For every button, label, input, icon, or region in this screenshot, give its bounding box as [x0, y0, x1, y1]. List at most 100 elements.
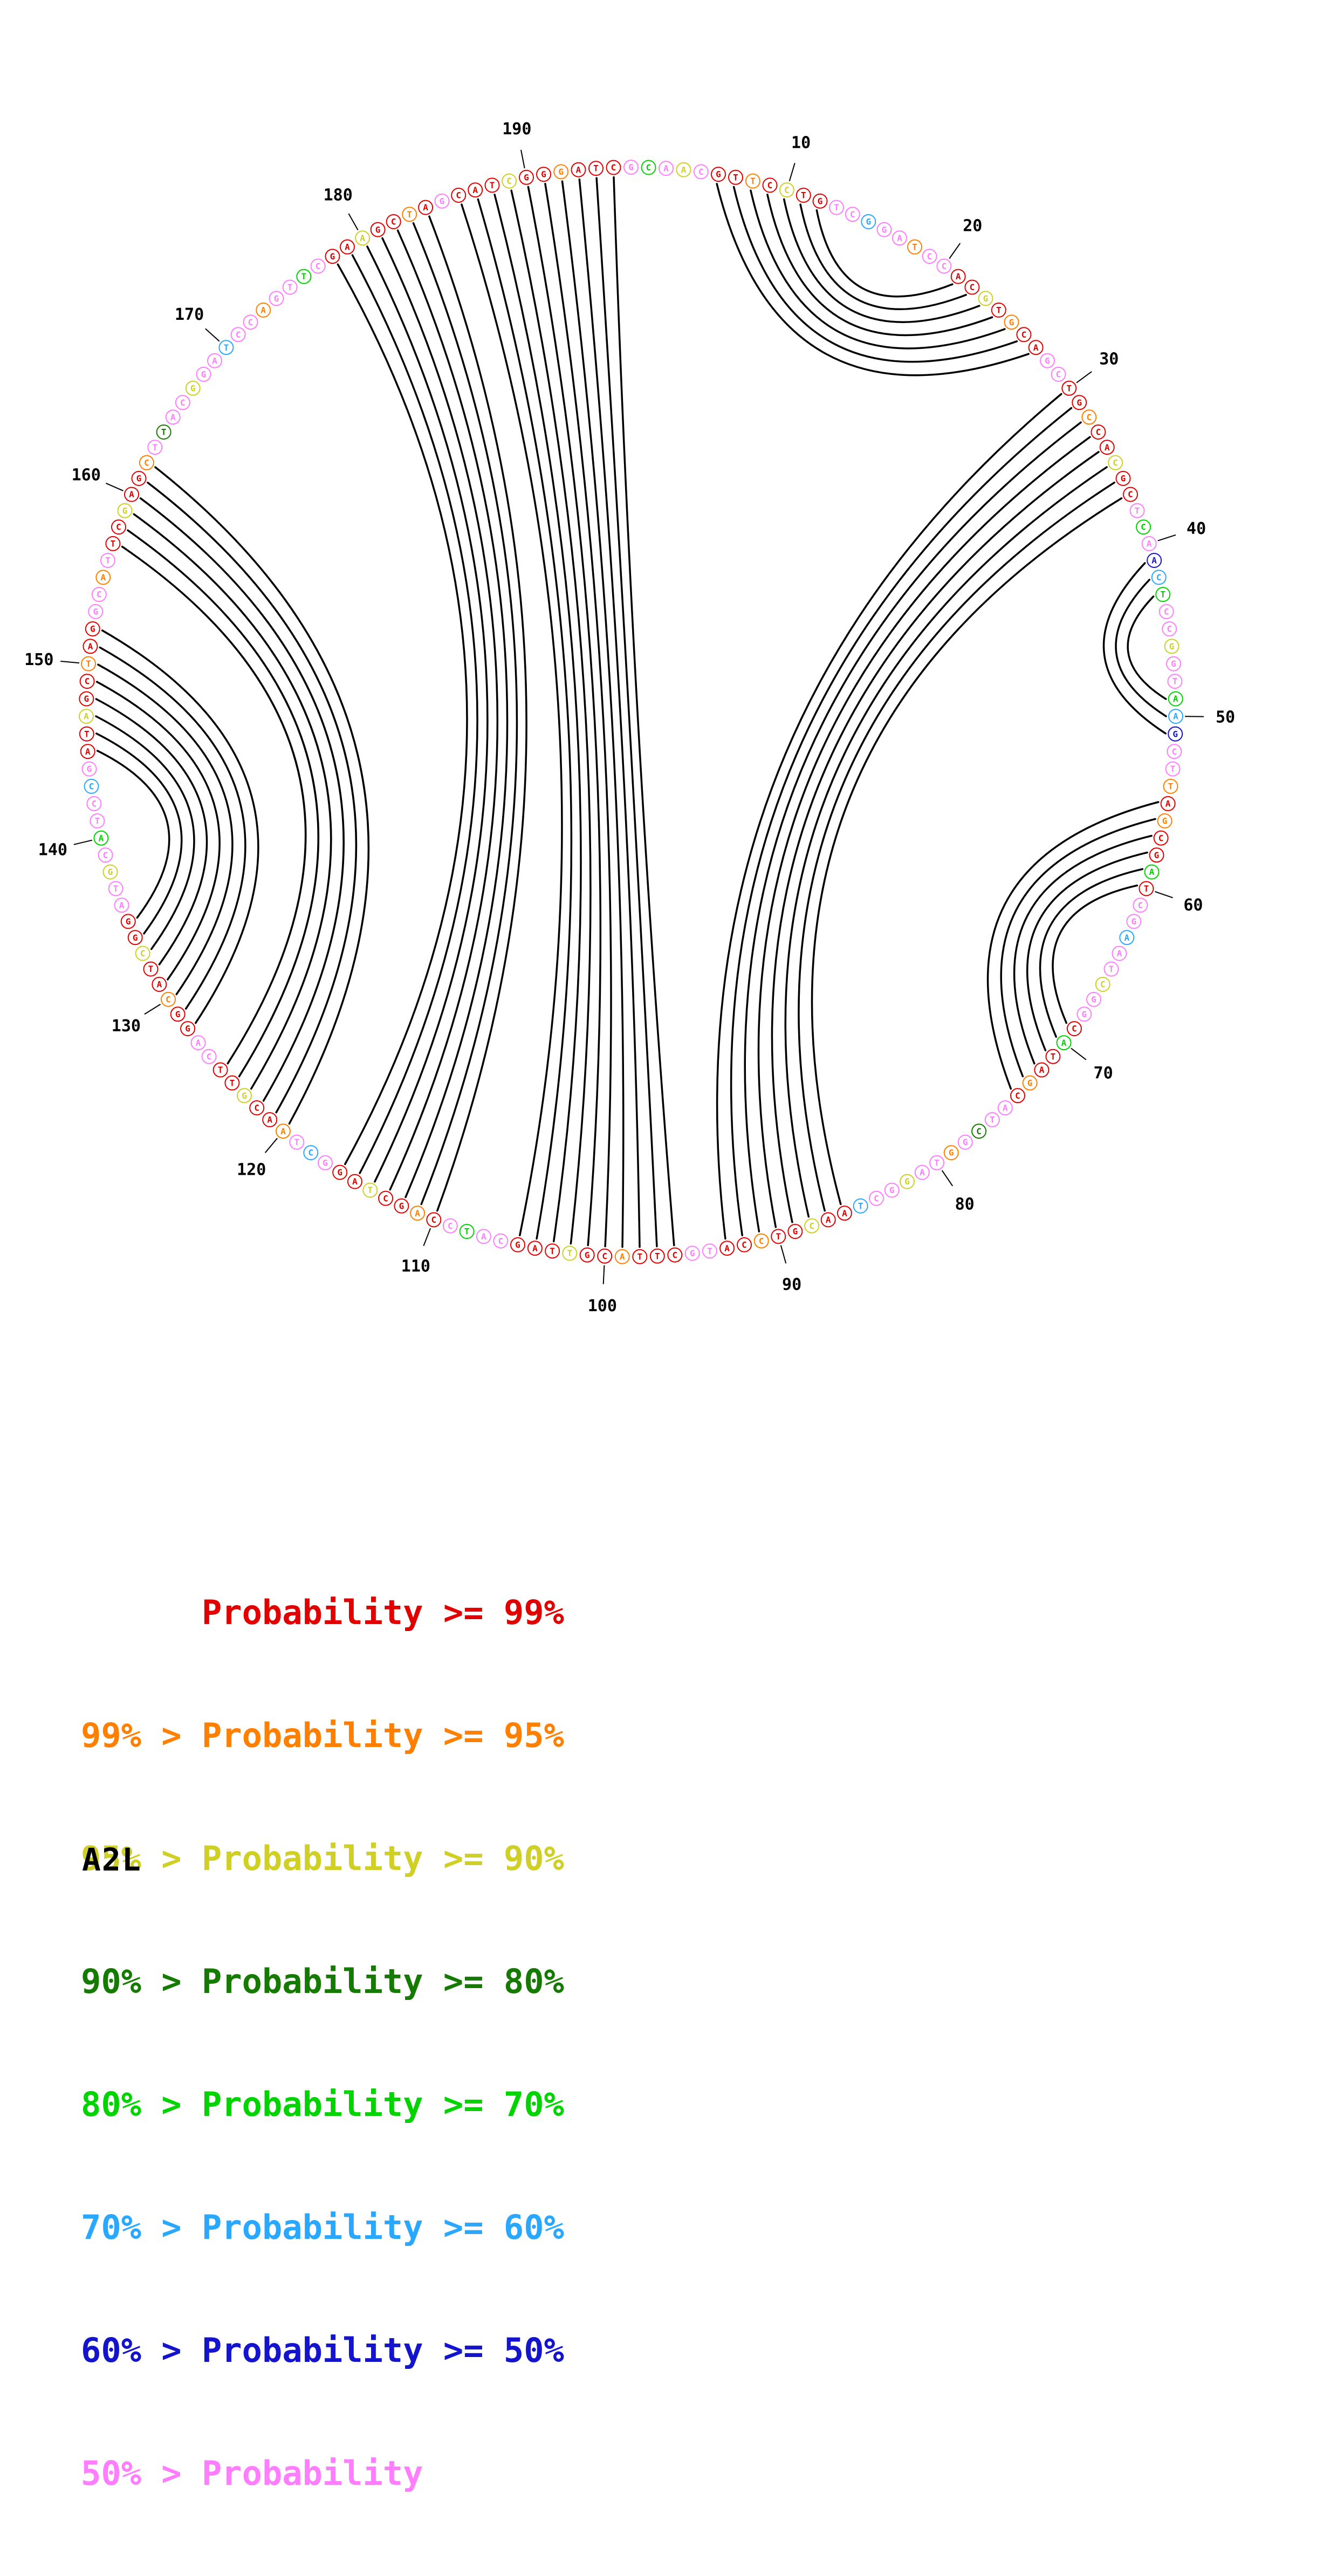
nucleotide: C	[1136, 520, 1150, 534]
nucleotide: C	[80, 674, 94, 688]
nucleotide: A	[81, 744, 95, 758]
nucleotide-letter: A	[267, 1115, 272, 1125]
nucleotide-letter: T	[230, 1078, 235, 1088]
nucleotide: T	[157, 425, 171, 439]
nucleotide-letter: T	[776, 1231, 781, 1242]
nucleotide: G	[86, 622, 100, 636]
nucleotide-letter: A	[119, 900, 125, 910]
nucleotide-letter: G	[440, 196, 445, 206]
nucleotide-letter: A	[1105, 442, 1110, 453]
legend-line-80: 90% > Probability >= 80%	[81, 1961, 564, 2002]
nucleotide-letter: T	[858, 1201, 863, 1211]
tick-leader-line	[942, 1170, 953, 1186]
nucleotide: C	[923, 249, 937, 263]
plot-title: A2L	[82, 1841, 142, 1878]
nucleotide: G	[813, 194, 827, 208]
nucleotide: C	[755, 1234, 769, 1248]
nucleotide: C	[1133, 898, 1147, 912]
nucleotide-letter: A	[1149, 867, 1155, 877]
nucleotide: A	[572, 163, 586, 177]
basepair-arcs	[96, 177, 1166, 1247]
nucleotide: C	[231, 327, 245, 341]
nucleotide-letter: C	[976, 1126, 982, 1136]
nucleotide: A	[340, 240, 354, 254]
nucleotide: C	[112, 520, 126, 534]
nucleotide-letter: T	[567, 1248, 572, 1258]
nucleotide: T	[90, 814, 104, 828]
nucleotide: C	[87, 797, 101, 811]
nucleotide-letter: T	[1135, 505, 1140, 516]
nucleotide-letter: C	[759, 1236, 764, 1246]
nucleotide: G	[580, 1248, 594, 1262]
nucleotide: G	[435, 194, 449, 208]
nucleotide: C	[304, 1146, 318, 1160]
nucleotide: G	[118, 504, 132, 518]
nucleotide: G	[1087, 992, 1101, 1006]
nucleotide: A	[720, 1241, 734, 1255]
nucleotide-letter: A	[212, 355, 217, 366]
basepair-arc	[1103, 563, 1165, 734]
nucleotide: C	[972, 1124, 986, 1138]
nucleotide-letter: G	[1027, 1078, 1033, 1088]
nucleotide-letter: G	[1131, 916, 1136, 927]
nucleotide: C	[387, 215, 401, 229]
nucleotide: A	[355, 231, 369, 245]
nucleotide: G	[1167, 657, 1181, 671]
nucleotide: G	[171, 1007, 185, 1021]
tick-leader-line	[60, 661, 79, 663]
nucleotide-letter: A	[196, 1038, 201, 1048]
nucleotide-letter: T	[367, 1185, 373, 1195]
nucleotide: C	[1167, 744, 1181, 758]
nucleotide-letter: T	[1170, 764, 1176, 774]
nucleotide-letter: C	[236, 330, 241, 340]
nucleotide: G	[554, 165, 568, 179]
nucleotide: T	[101, 553, 115, 567]
nucleotide: A	[528, 1241, 542, 1255]
nucleotide-letter: A	[352, 1176, 358, 1187]
nucleotide-letter: A	[84, 711, 89, 722]
nucleotide-letter: C	[742, 1240, 747, 1250]
nucleotide: T	[746, 174, 760, 188]
tick-leader-line	[145, 1004, 161, 1015]
nucleotide-letter: A	[1147, 539, 1152, 549]
tick-label: 20	[963, 217, 982, 236]
nucleotide: T	[650, 1249, 664, 1263]
tick-leader-line	[604, 1265, 605, 1284]
nucleotide: C	[244, 315, 258, 329]
nucleotide-letter: A	[1173, 694, 1178, 704]
nucleotide-letter: T	[637, 1252, 642, 1262]
nucleotide: T	[1046, 1050, 1060, 1064]
nucleotide-letter: G	[818, 196, 823, 206]
nucleotide: A	[256, 303, 270, 317]
nucleotide: G	[88, 605, 102, 619]
basepair-arc	[734, 187, 1017, 362]
nucleotide-letter: G	[963, 1137, 968, 1147]
nucleotide-letter: A	[826, 1215, 831, 1225]
nucleotide-letter: G	[330, 251, 335, 262]
nucleotide: C	[668, 1248, 682, 1262]
nucleotide-letter: C	[144, 457, 149, 468]
tick-leader-line	[1071, 1049, 1086, 1060]
nucleotide-letter: T	[990, 1115, 995, 1125]
nucleotide-letter: G	[866, 217, 871, 227]
nucleotide-letter: C	[116, 522, 121, 532]
nucleotide-letter: G	[1009, 317, 1014, 327]
nucleotide: G	[958, 1135, 972, 1149]
nucleotide: C	[1123, 488, 1137, 502]
nucleotide-letter: C	[1167, 624, 1172, 634]
nucleotide-letter: T	[84, 729, 90, 739]
nucleotide: C	[136, 947, 150, 961]
basepair-arc	[800, 204, 966, 309]
nucleotide-letter: C	[391, 217, 396, 227]
nucleotide-letter: T	[707, 1246, 712, 1256]
nucleotide-letter: G	[90, 624, 95, 634]
nucleotide-letter: C	[611, 162, 616, 173]
nucleotide-letter: G	[949, 1148, 954, 1158]
nucleotide-letter: G	[201, 369, 207, 380]
tick-label: 170	[175, 305, 204, 324]
nucleotide: A	[821, 1213, 835, 1227]
nucleotide-letter: G	[1077, 398, 1082, 408]
nucleotide-letter: T	[148, 964, 154, 974]
